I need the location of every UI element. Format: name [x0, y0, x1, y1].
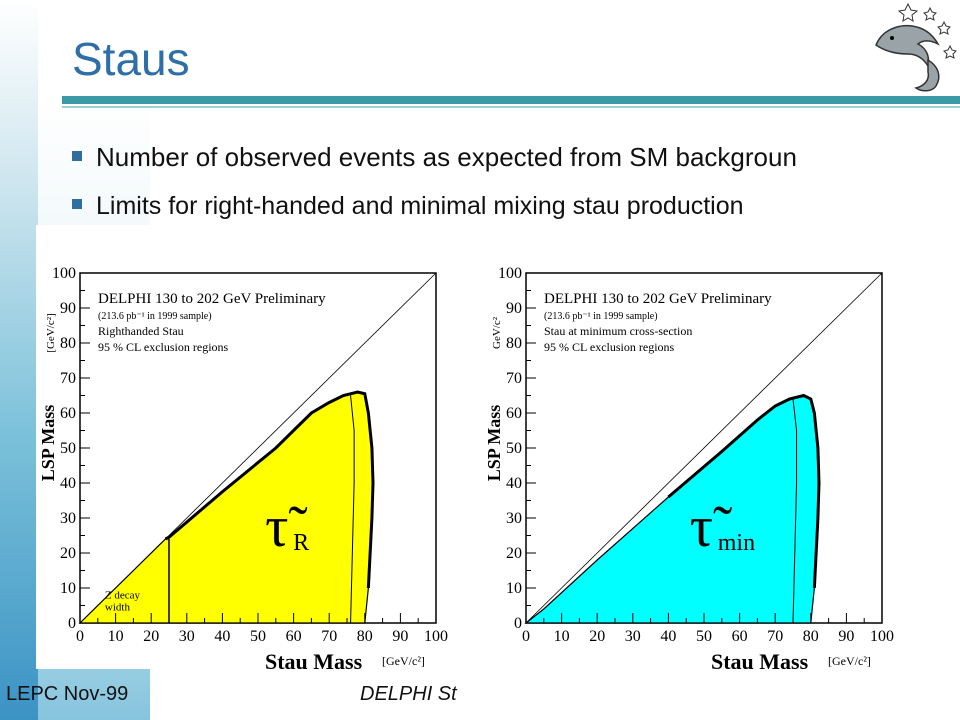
y-axis-label: LSP Mass	[38, 405, 58, 482]
plot-subtitle-line: (213.6 pb⁻¹ in 1999 sample)	[98, 311, 212, 322]
y-tick-label: 10	[506, 580, 522, 597]
y-tick-label: 40	[506, 475, 522, 492]
dolphin-logo-icon	[875, 2, 957, 92]
bullet-text: Limits for right-handed and minimal mixi…	[96, 192, 744, 220]
slide-title: Staus	[72, 33, 190, 85]
x-tick-label: 30	[625, 628, 641, 645]
plot-title: DELPHI 130 to 202 GeV Preliminary	[544, 291, 772, 307]
y-tick-label: 20	[60, 545, 76, 562]
x-axis-unit: [GeV/c²]	[828, 654, 871, 668]
x-tick-label: 70	[767, 628, 783, 645]
x-tick-label: 40	[214, 628, 230, 645]
title-rule	[62, 96, 960, 104]
x-tick-label: 20	[143, 628, 159, 645]
y-tick-label: 0	[68, 615, 76, 632]
chart-righthanded-stau: 0 10 20 30 40 50 60 70 80 90 100 0 10 20 30 40 50 60 70 80 9…	[36, 225, 480, 669]
inner-contour	[350, 395, 355, 624]
bullet-observed-events: Number of observed events as expected fr…	[72, 142, 797, 173]
z-decay-annotation: Z decay	[105, 590, 141, 602]
left-gradient-bar	[0, 0, 38, 720]
title-rule-secondary	[62, 106, 960, 108]
stau-symbol-subscript: R	[293, 530, 309, 556]
z-decay-annotation: width	[105, 602, 131, 614]
x-tick-label: 70	[321, 628, 337, 645]
y-tick-label: 50	[506, 440, 522, 457]
bullet-square-icon	[72, 199, 82, 210]
bullet-square-icon	[72, 151, 82, 162]
y-axis-unit: [GeV/c²]	[45, 313, 57, 352]
y-tick-label: 50	[60, 440, 76, 457]
x-tick-label: 60	[286, 628, 302, 645]
y-tick-label: 60	[506, 405, 522, 422]
x-tick-label: 40	[660, 628, 676, 645]
bullet-text: Number of observed events as expected fr…	[96, 142, 797, 172]
plot-subtitle-line: 95 % CL exclusion regions	[98, 340, 229, 354]
chart-minimal-mixing-stau: 0 10 20 30 40 50 60 70 80 90 100 0 10 20 30 40 50 60 70 80 9…	[482, 225, 932, 669]
x-tick-label: 0	[522, 628, 530, 645]
x-tick-label: 0	[76, 628, 84, 645]
y-tick-label: 70	[60, 370, 76, 387]
footer-date: LEPC Nov-99	[6, 683, 129, 705]
y-tick-label: 60	[60, 405, 76, 422]
y-tick-label: 10	[60, 580, 76, 597]
y-axis-unit: GeV/c²	[491, 316, 503, 349]
inner-contour	[792, 398, 798, 624]
x-axis-label: Stau Mass	[265, 649, 363, 669]
x-tick-label: 60	[732, 628, 748, 645]
x-tick-label: 80	[803, 628, 819, 645]
footer-center: DELPHI St	[360, 683, 457, 705]
y-tick-label: 100	[498, 265, 522, 282]
y-tick-label: 100	[52, 265, 76, 282]
x-tick-label: 20	[589, 628, 605, 645]
stau-symbol-subscript: min	[718, 530, 755, 556]
plot-title: DELPHI 130 to 202 GeV Preliminary	[98, 291, 326, 307]
plot-subtitle-line: (213.6 pb⁻¹ in 1999 sample)	[544, 311, 658, 322]
y-tick-label: 80	[60, 335, 76, 352]
diagonal-line	[525, 272, 883, 624]
x-tick-label: 100	[870, 628, 894, 645]
y-tick-label: 90	[506, 300, 522, 317]
x-tick-label: 90	[838, 628, 854, 645]
x-tick-label: 10	[108, 628, 124, 645]
x-tick-label: 50	[250, 628, 266, 645]
x-tick-label: 80	[357, 628, 373, 645]
y-tick-label: 40	[60, 475, 76, 492]
y-tick-label: 0	[514, 615, 522, 632]
y-tick-label: 80	[506, 335, 522, 352]
y-tick-label: 70	[506, 370, 522, 387]
x-tick-label: 100	[424, 628, 448, 645]
y-tick-label: 30	[60, 510, 76, 527]
diagonal-line	[79, 272, 437, 624]
x-tick-label: 10	[554, 628, 570, 645]
y-tick-label: 30	[506, 510, 522, 527]
plot-subtitle-line: Stau at minimum cross-section	[544, 324, 692, 338]
exclusion-boundary	[164, 390, 375, 589]
y-tick-label: 20	[506, 545, 522, 562]
y-axis-label: LSP Mass	[484, 405, 504, 482]
x-tick-label: 90	[392, 628, 408, 645]
x-tick-label: 30	[179, 628, 195, 645]
bullet-limits: Limits for right-handed and minimal mixi…	[72, 192, 744, 221]
x-tick-label: 50	[696, 628, 712, 645]
x-axis-unit: [GeV/c²]	[382, 654, 425, 668]
plot-subtitle-line: Righthanded Stau	[98, 324, 184, 338]
exclusion-boundary	[667, 393, 821, 589]
y-tick-label: 90	[60, 300, 76, 317]
x-axis-label: Stau Mass	[711, 649, 809, 669]
plot-subtitle-line: 95 % CL exclusion regions	[544, 340, 675, 354]
